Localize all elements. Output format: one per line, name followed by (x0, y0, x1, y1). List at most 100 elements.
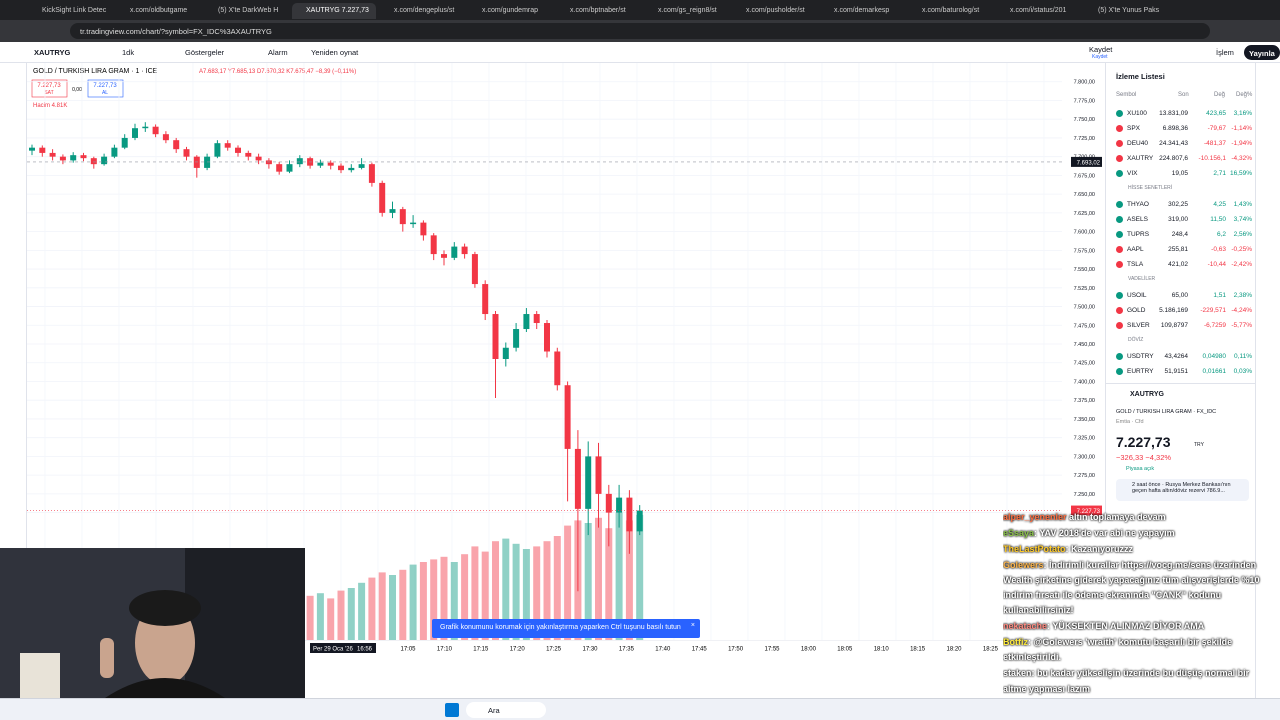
browser-tab[interactable]: x.com/dengeplus/st (394, 7, 455, 14)
row-last: 319,00 (1168, 216, 1188, 223)
browser-tab[interactable]: x.com/pusholder/st (746, 7, 805, 14)
browser-tab[interactable]: x.com/demarkesp (834, 7, 890, 14)
row-change-pct: 0,11% (1234, 353, 1252, 360)
row-last: 5.186,169 (1159, 307, 1188, 314)
browser-tab[interactable]: x.com/baturolog/st (922, 7, 980, 14)
chat-user[interactable]: TheLastPotato (1003, 544, 1066, 554)
sell-label: SAT (44, 90, 53, 96)
browser-tab[interactable]: x.com/gundemrap (482, 7, 539, 14)
volume-bar (430, 559, 438, 640)
candle-body (49, 152, 56, 157)
row-icon (1116, 261, 1123, 268)
save[interactable]: Kaydet (1089, 45, 1113, 54)
row-symbol: XAUTRY (1127, 155, 1154, 162)
watchlist-row[interactable]: SPX 6.898,36 -79,67 -1,14% (1106, 121, 1255, 136)
watchlist-row[interactable]: XU100 13.831,09 423,65 3,16% (1106, 106, 1255, 121)
replay[interactable]: Yeniden oynat (311, 48, 359, 57)
browser-tab[interactable]: x.com/gs_reign8/st (658, 7, 717, 14)
candle-body (605, 493, 612, 513)
row-change-pct: -4,24% (1231, 307, 1252, 314)
volume-bar (419, 562, 427, 640)
y-tick-label: 7.775,00 (1074, 98, 1095, 104)
chat-user[interactable]: eSsaya (1003, 528, 1035, 538)
watchlist-row[interactable]: THYAO 302,25 4,25 1,43% (1106, 197, 1255, 212)
cursor-date: Per 29 Oca '26 (313, 647, 353, 653)
browser-tab[interactable]: (5) X'te DarkWeb H (218, 7, 279, 14)
candle-body (399, 209, 406, 225)
toast: Grafik konumunu korumak için yakınlaştır… (432, 619, 700, 638)
row-change-pct: 0,03% (1233, 368, 1252, 375)
watchlist-row[interactable]: USOIL 65,00 1,51 2,38% (1106, 288, 1255, 303)
watchlist-row[interactable]: AAPL 255,81 -0,63 -0,25% (1106, 242, 1255, 257)
buy-box[interactable] (87, 79, 124, 98)
watchlist-row[interactable]: EURTRY 51,9151 0,01661 0,03% (1106, 364, 1255, 379)
chat-message: nekatache: YÜKSEKTEN ALINMAZ DİYOR AMA (1003, 619, 1280, 634)
sell-box[interactable] (31, 79, 68, 98)
news-item[interactable]: 2 saat önce · Rusya Merkez Bankası'nın g… (1116, 479, 1249, 501)
y-tick-label: 7.725,00 (1074, 136, 1095, 142)
browser-tab[interactable]: (5) X'te Yunus Paks (1098, 7, 1160, 14)
row-symbol: SILVER (1127, 322, 1150, 329)
volume-bar (306, 595, 314, 640)
watchlist-row[interactable]: XAUTRY 224.807,6 -10.156,1 -4,32% (1106, 151, 1255, 166)
browser-tab[interactable]: XAUTRYG 7.227,73 (292, 3, 376, 19)
candle-body (111, 147, 118, 157)
browser-tab[interactable]: KickSight Link Detec (42, 7, 107, 14)
chat-user[interactable]: alper_yenenler (1003, 512, 1067, 522)
candle-body (636, 510, 643, 532)
chat-text: : bu kadar yükselişin üzerinde bu düşüş … (1031, 668, 1250, 678)
row-change-pct: -2,42% (1231, 261, 1252, 268)
x-tick-label: 18:05 (837, 647, 853, 653)
candle-body (70, 155, 77, 161)
chat-user[interactable]: staken (1003, 668, 1032, 678)
taskbar-search[interactable]: Ara (466, 702, 546, 718)
right-toolbar (1255, 63, 1280, 698)
cursor-time: 16:56 (357, 647, 373, 653)
browser-tab[interactable]: x.com/i/status/201 (1010, 7, 1067, 14)
volume-bar (625, 520, 633, 640)
watchlist-row[interactable]: USDTRY 43,4264 0,04980 0,11% (1106, 349, 1255, 364)
y-tick-label: 7.500,00 (1074, 305, 1095, 311)
interval[interactable]: 1dk (122, 48, 135, 57)
watchlist-title[interactable]: İzleme Listesi (1116, 72, 1165, 81)
x-tick-label: 18:20 (946, 647, 962, 653)
watchlist-row[interactable]: SILVER 109,8797 -6,7259 -5,77% (1106, 318, 1255, 333)
chat-user[interactable]: Golewers (1003, 560, 1044, 570)
watchlist-section[interactable]: DÖVİZ (1128, 337, 1144, 343)
candle-body (626, 497, 633, 532)
watchlist-section[interactable]: HİSSE SENETLERİ (1128, 185, 1173, 191)
row-last: 6.898,36 (1162, 125, 1188, 132)
x-tick-label: 17:20 (510, 647, 526, 653)
watchlist-section[interactable]: VADELİLER (1128, 276, 1156, 282)
url[interactable]: tr.tradingview.com/chart/?symbol=FX_IDC%… (70, 23, 1210, 39)
watchlist-row[interactable]: GOLD 5.186,169 -229,571 -4,24% (1106, 303, 1255, 318)
chat-user[interactable]: Botfiz (1003, 637, 1028, 647)
watchlist-row[interactable]: VIX 19,05 2,71 16,59% (1106, 166, 1255, 181)
row-symbol: USOIL (1127, 292, 1147, 299)
volume-bar (636, 514, 644, 640)
watchlist-row[interactable]: TSLA 421,02 -10,44 -2,42% (1106, 257, 1255, 272)
browser-tab[interactable]: x.com/bptnaber/st (570, 7, 626, 14)
tab-bar: KickSight Link Detec x.com/oldbutgame (5) … (0, 0, 1280, 20)
start-button[interactable] (445, 703, 459, 717)
browser-tab[interactable]: x.com/oldbutgame (130, 7, 188, 14)
legend-ohlc: A7.683,17 Y7.685,13 D7.670,32 K7.675,47 … (199, 69, 356, 75)
indicators[interactable]: Göstergeler (185, 48, 225, 57)
alert[interactable]: Alarm (268, 48, 288, 57)
row-change: 6,2 (1216, 231, 1226, 238)
row-symbol: DEU40 (1127, 140, 1148, 147)
toast-close[interactable]: × (690, 622, 695, 629)
trade[interactable]: İşlem (1216, 48, 1234, 57)
candle-body (441, 254, 447, 258)
row-icon (1116, 322, 1123, 329)
y-tick-label: 7.425,00 (1074, 361, 1095, 367)
watchlist-header: Değ (1214, 92, 1226, 98)
row-last: 224.807,6 (1159, 155, 1188, 162)
symbol-search[interactable]: XAUTRYG (34, 48, 71, 57)
chat-user[interactable]: nekatache (1003, 621, 1048, 631)
watchlist-row[interactable]: DEU40 24.341,43 -481,37 -1,94% (1106, 136, 1255, 151)
watchlist-row[interactable]: TUPRS 248,4 6,2 2,56% (1106, 227, 1255, 242)
watchlist-row[interactable]: ASELS 319,00 11,50 3,74% (1106, 212, 1255, 227)
publish[interactable]: Yayınla (1244, 45, 1280, 60)
row-icon (1116, 353, 1123, 360)
